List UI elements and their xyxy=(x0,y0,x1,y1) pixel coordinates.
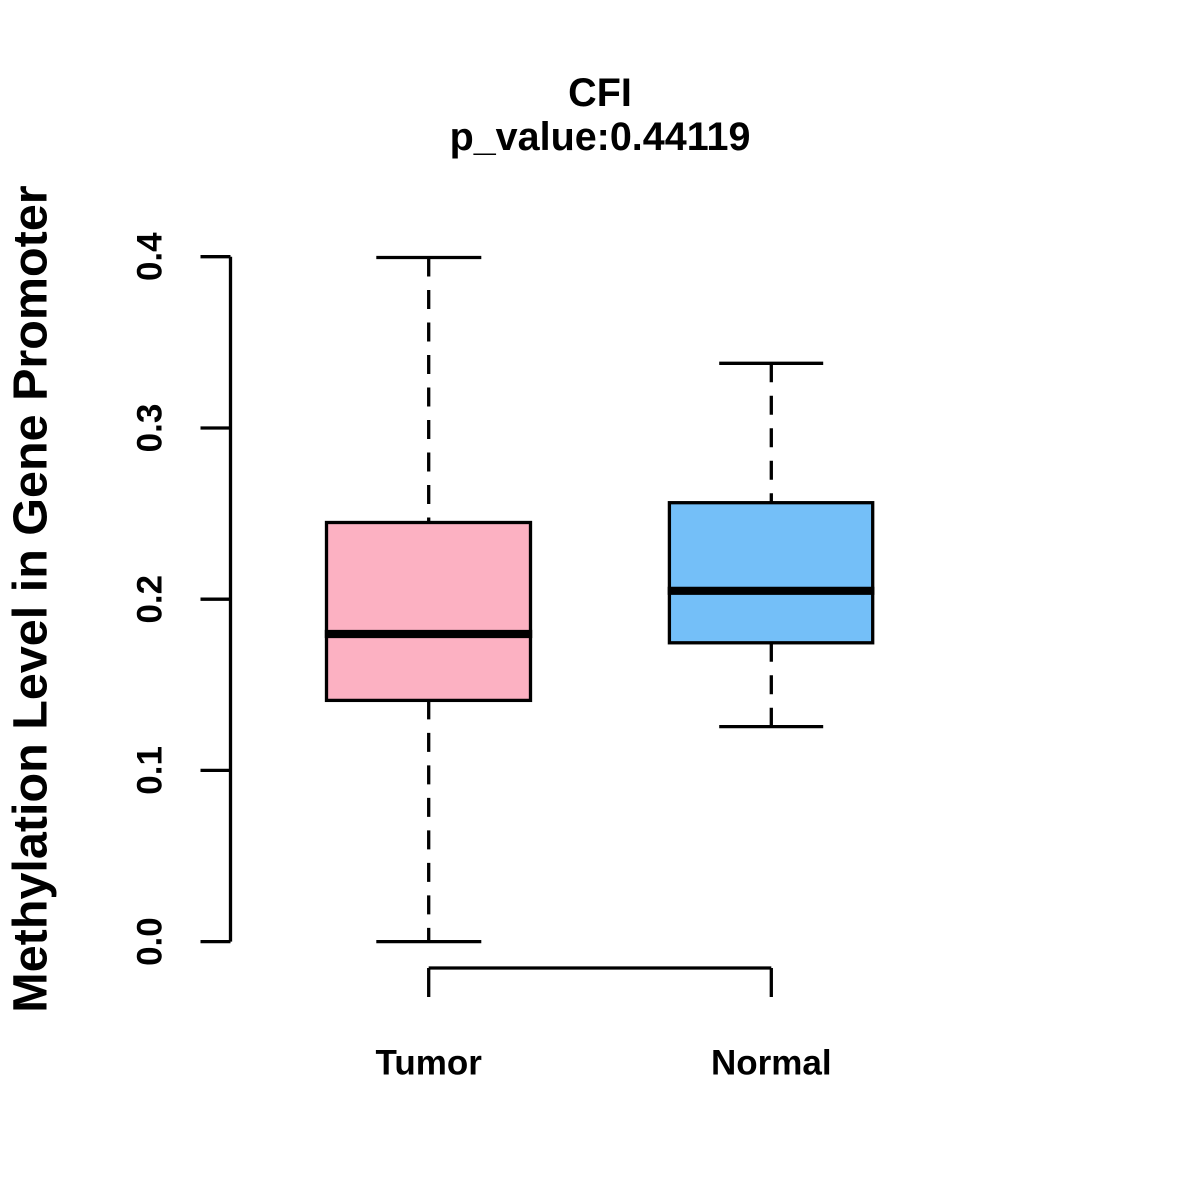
svg-text:Tumor: Tumor xyxy=(376,1044,483,1083)
svg-text:p_value:0.44119: p_value:0.44119 xyxy=(450,115,751,159)
svg-text:0.0: 0.0 xyxy=(131,917,170,966)
svg-text:0.1: 0.1 xyxy=(131,746,170,795)
svg-text:0.3: 0.3 xyxy=(131,404,170,453)
svg-text:CFI: CFI xyxy=(568,71,632,115)
svg-text:0.4: 0.4 xyxy=(131,232,170,281)
svg-text:Methylation Level in Gene Prom: Methylation Level in Gene Promoter xyxy=(4,185,58,1012)
svg-text:Normal: Normal xyxy=(711,1044,832,1083)
svg-text:0.2: 0.2 xyxy=(131,575,170,624)
